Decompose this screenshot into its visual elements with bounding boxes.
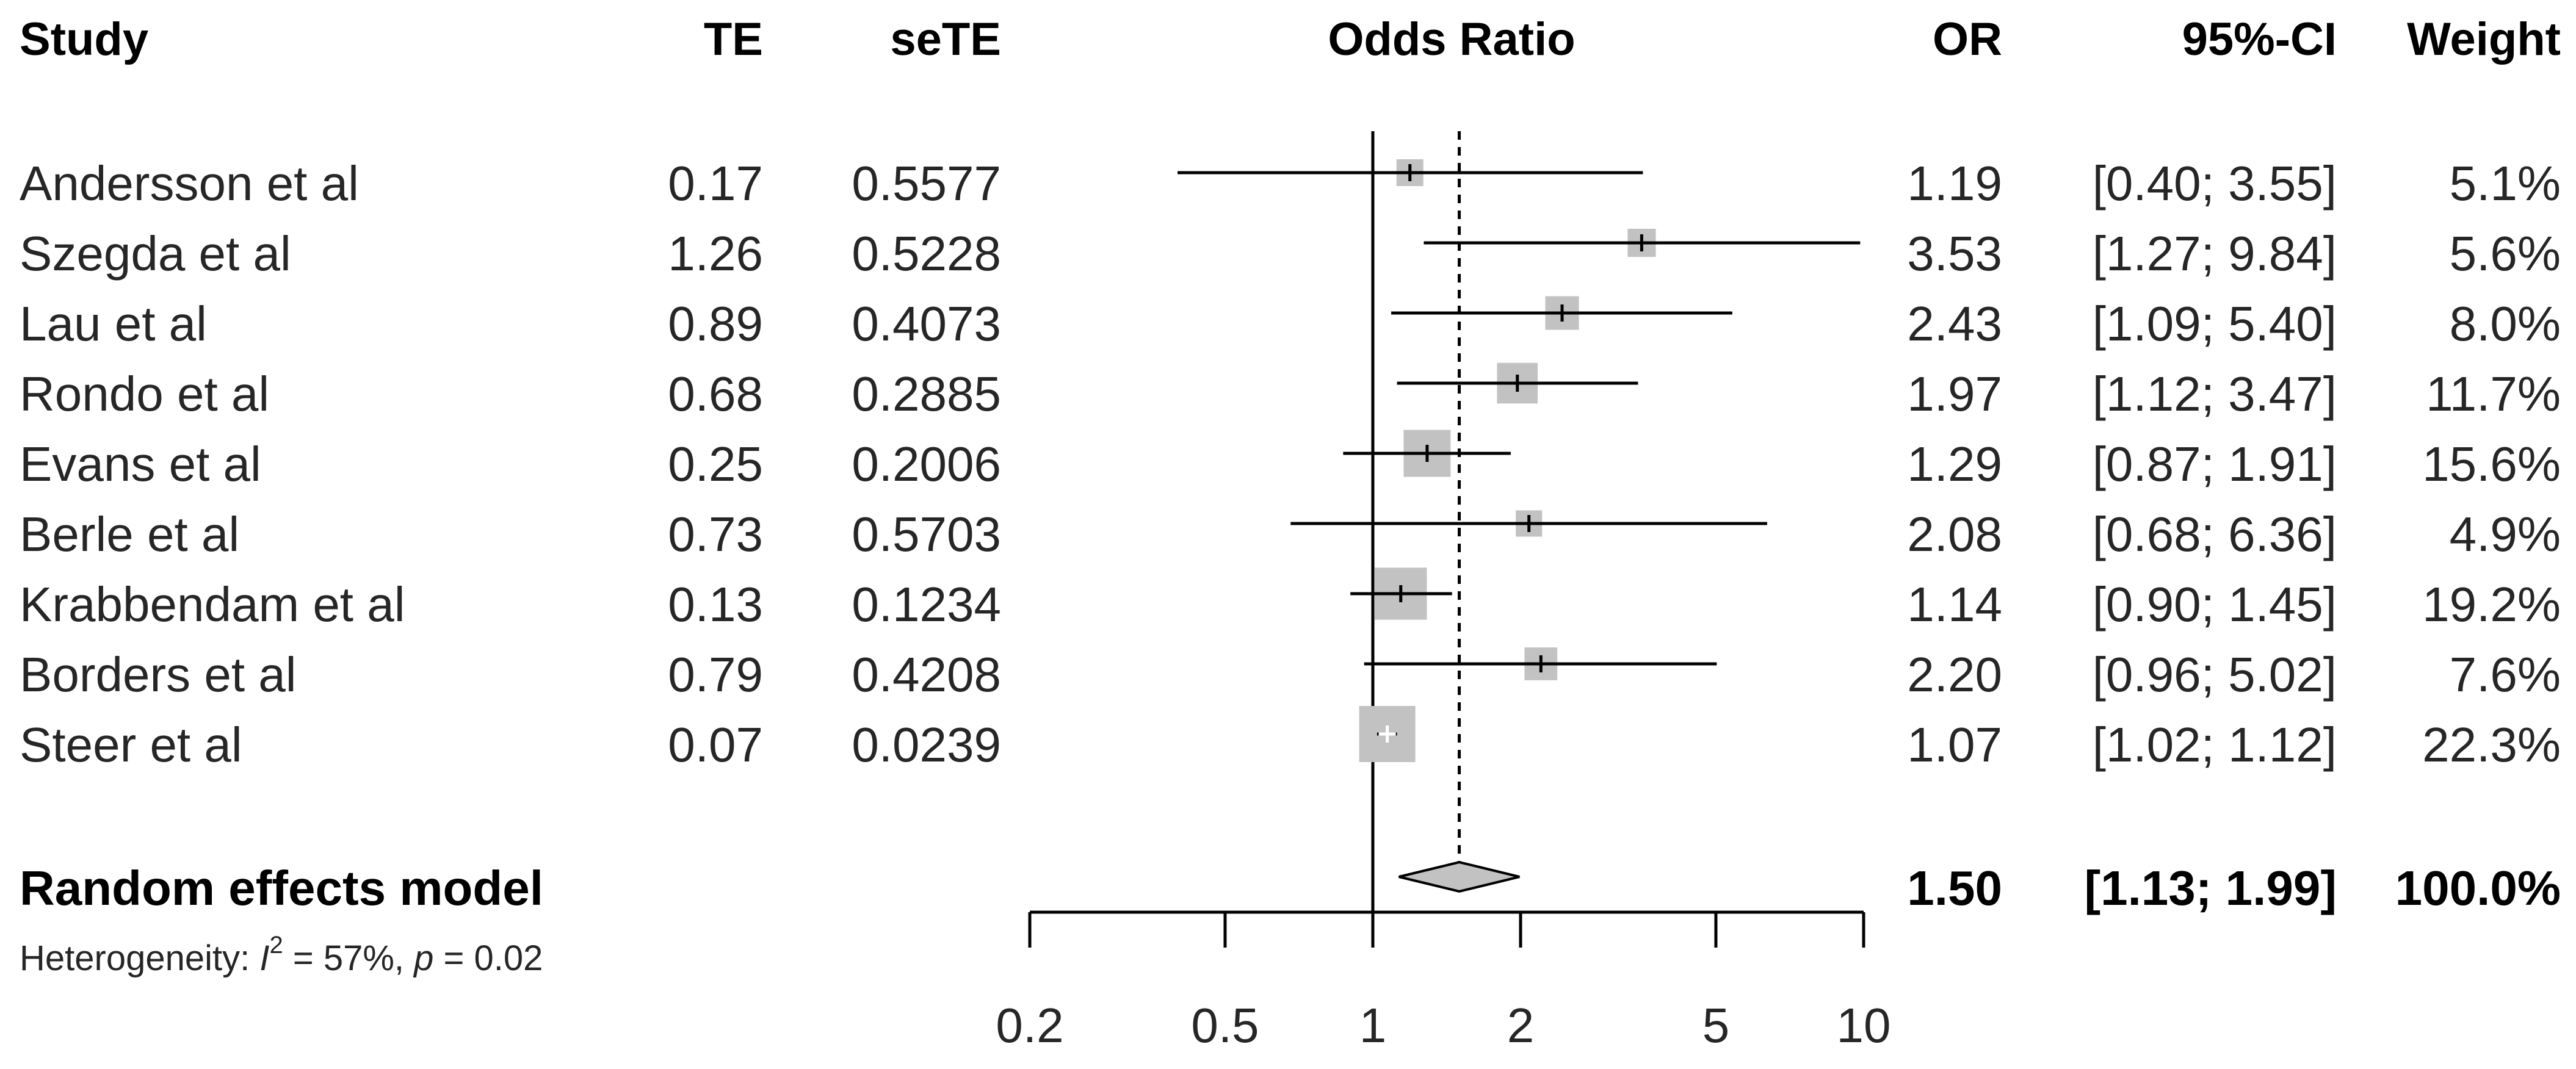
- study-name: Andersson et al: [20, 156, 359, 211]
- study-name: Evans et al: [20, 437, 261, 491]
- study-weight: 8.0%: [2450, 297, 2561, 351]
- study-row: Krabbendam et al 0.13 0.1234 1.14 [0.90;…: [20, 577, 2561, 632]
- study-ci: [0.90; 1.45]: [2093, 577, 2337, 632]
- header-study: Study: [20, 13, 148, 65]
- study-te: 0.73: [668, 507, 763, 561]
- study-ci: [0.40; 3.55]: [2093, 156, 2337, 211]
- study-weight: 22.3%: [2422, 718, 2561, 772]
- study-name: Szegda et al: [20, 226, 291, 281]
- study-te: 0.07: [668, 718, 763, 772]
- plot-area: 0.2 0.5 1 2 5 10: [996, 131, 1890, 1053]
- study-or: 1.97: [1907, 367, 2002, 421]
- study-te: 0.68: [668, 367, 763, 421]
- study-weight: 15.6%: [2422, 437, 2561, 491]
- study-or: 1.14: [1907, 577, 2002, 632]
- study-ci: [1.27; 9.84]: [2093, 226, 2337, 281]
- pooled-or: 1.50: [1907, 861, 2002, 915]
- study-row: Evans et al 0.25 0.2006 1.29 [0.87; 1.91…: [20, 437, 2561, 491]
- x-axis-tick-label: 0.5: [1191, 998, 1259, 1053]
- study-ci: [0.68; 6.36]: [2093, 507, 2337, 561]
- header-te: TE: [704, 13, 763, 65]
- study-ci: [1.02; 1.12]: [2093, 718, 2337, 772]
- study-or: 2.20: [1907, 647, 2002, 702]
- study-te: 0.79: [668, 647, 763, 702]
- study-or: 1.19: [1907, 156, 2002, 211]
- study-te: 0.17: [668, 156, 763, 211]
- x-axis-tick-label: 0.2: [996, 998, 1063, 1053]
- study-name: Rondo et al: [20, 367, 269, 421]
- study-or: 3.53: [1907, 226, 2002, 281]
- x-axis-tick-label: 1: [1359, 998, 1387, 1053]
- study-name: Berle et al: [20, 507, 239, 561]
- study-name: Krabbendam et al: [20, 577, 405, 632]
- study-te: 0.89: [668, 297, 763, 351]
- x-axis-tick-label: 10: [1837, 998, 1891, 1053]
- study-sete: 0.2885: [852, 367, 1001, 421]
- study-ci: [0.87; 1.91]: [2093, 437, 2337, 491]
- study-sete: 0.1234: [852, 577, 1001, 632]
- study-te: 1.26: [668, 226, 763, 281]
- study-row: Berle et al 0.73 0.5703 2.08 [0.68; 6.36…: [20, 507, 2561, 561]
- study-weight: 11.7%: [2426, 367, 2561, 421]
- study-row: Steer et al 0.07 0.0239 1.07 [1.02; 1.12…: [20, 718, 2561, 772]
- study-weight: 19.2%: [2422, 577, 2561, 632]
- study-te: 0.13: [668, 577, 763, 632]
- heterogeneity-i-symbol: I: [259, 938, 269, 978]
- study-name: Lau et al: [20, 297, 207, 351]
- study-name: Borders et al: [20, 647, 297, 702]
- study-sete: 0.5577: [852, 156, 1001, 211]
- study-or: 2.08: [1907, 507, 2002, 561]
- study-rows: Andersson et al 0.17 0.5577 1.19 [0.40; …: [20, 156, 2561, 772]
- heterogeneity-p-rest: = 0.02: [433, 938, 543, 978]
- study-sete: 0.4208: [852, 647, 1001, 702]
- study-weight: 7.6%: [2450, 647, 2561, 702]
- study-ci: [1.12; 3.47]: [2093, 367, 2337, 421]
- study-or: 1.29: [1907, 437, 2002, 491]
- study-or: 2.43: [1907, 297, 2002, 351]
- study-or: 1.07: [1907, 718, 2002, 772]
- heterogeneity-rest: = 57%,: [283, 938, 414, 978]
- pooled-weight: 100.0%: [2395, 861, 2561, 915]
- study-sete: 0.0239: [852, 718, 1001, 772]
- study-row: Andersson et al 0.17 0.5577 1.19 [0.40; …: [20, 156, 2561, 211]
- header-sete: seTE: [890, 13, 1001, 65]
- pooled-label: Random effects model: [20, 861, 543, 915]
- study-weight: 5.1%: [2450, 156, 2561, 211]
- study-sete: 0.4073: [852, 297, 1001, 351]
- x-axis-tick-label: 5: [1702, 998, 1730, 1053]
- study-row: Borders et al 0.79 0.4208 2.20 [0.96; 5.…: [20, 647, 2561, 702]
- heterogeneity-p-symbol: p: [413, 938, 433, 978]
- study-sete: 0.5703: [852, 507, 1001, 561]
- study-te: 0.25: [668, 437, 763, 491]
- study-sete: 0.2006: [852, 437, 1001, 491]
- header-or: OR: [1933, 13, 2002, 65]
- study-weight: 5.6%: [2450, 226, 2561, 281]
- heterogeneity-text: Heterogeneity: I2 = 57%, p = 0.02: [20, 932, 543, 978]
- heterogeneity-prefix: Heterogeneity:: [20, 938, 259, 978]
- header-weight: Weight: [2407, 13, 2561, 65]
- study-sete: 0.5228: [852, 226, 1001, 281]
- study-row: Lau et al 0.89 0.4073 2.43 [1.09; 5.40] …: [20, 297, 2561, 351]
- study-ci: [0.96; 5.02]: [2093, 647, 2337, 702]
- study-row: Rondo et al 0.68 0.2885 1.97 [1.12; 3.47…: [20, 367, 2561, 421]
- study-name: Steer et al: [20, 718, 242, 772]
- heterogeneity-superscript: 2: [269, 932, 283, 959]
- x-axis-tick-label: 2: [1507, 998, 1535, 1053]
- study-ci: [1.09; 5.40]: [2093, 297, 2337, 351]
- study-weight: 4.9%: [2450, 507, 2561, 561]
- header-row: Study TE seTE Odds Ratio OR 95%-CI Weigh…: [20, 13, 2561, 65]
- pooled-ci: [1.13; 1.99]: [2084, 861, 2337, 915]
- header-odds-ratio: Odds Ratio: [1328, 13, 1575, 65]
- pooled-row: Random effects model 1.50 [1.13; 1.99] 1…: [20, 861, 2561, 915]
- header-ci: 95%-CI: [2182, 13, 2337, 65]
- study-row: Szegda et al 1.26 0.5228 3.53 [1.27; 9.8…: [20, 226, 2561, 281]
- pooled-diamond: [1398, 860, 1520, 893]
